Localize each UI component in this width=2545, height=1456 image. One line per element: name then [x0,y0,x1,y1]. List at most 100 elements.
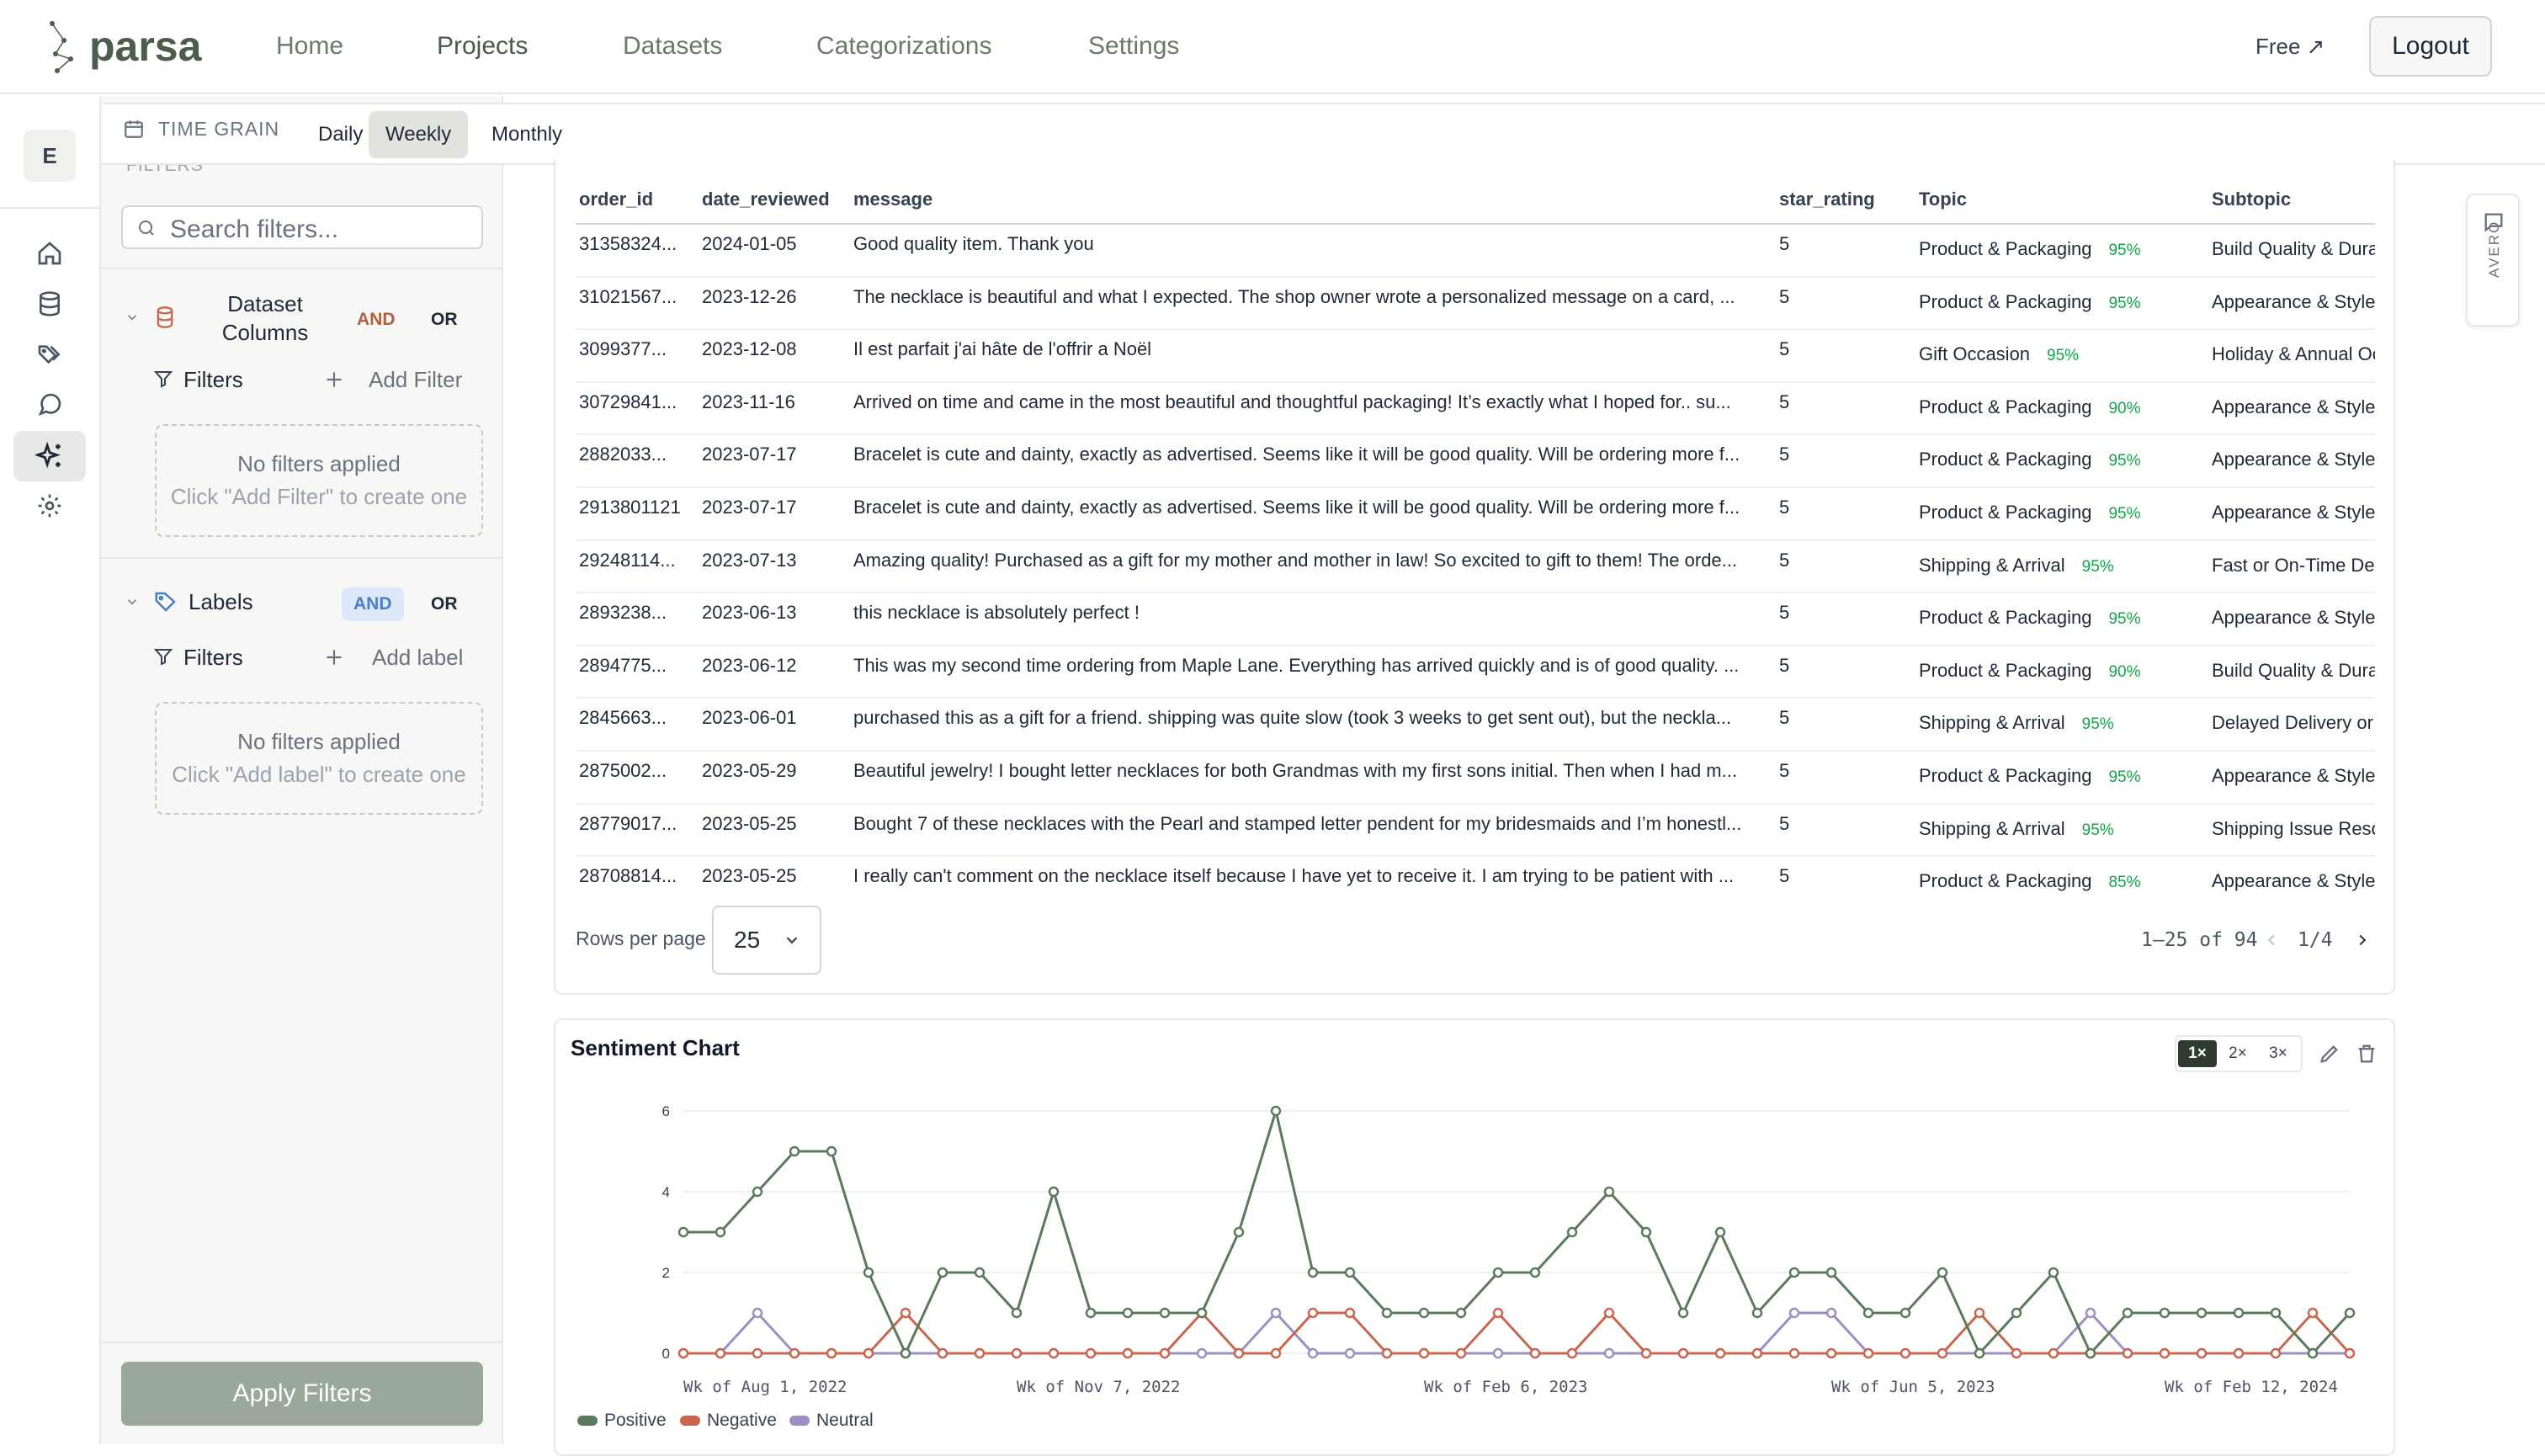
table-row[interactable]: 2893238... 2023-06-13 this necklace is abs… [576,592,2375,646]
nav-categorizations[interactable]: Categorizations [816,32,992,60]
data-point-negative [752,1347,763,1359]
plus-icon[interactable] [323,369,345,391]
column-header-star-rating[interactable]: star_rating [1776,160,1915,225]
gear-icon[interactable] [30,486,69,525]
message-cell: Amazing quality! Purchased as a gift for… [850,539,1776,594]
labels-filters-label: Filters [183,645,243,670]
database-icon[interactable] [30,284,69,323]
time-grain-daily[interactable]: Daily [318,123,364,146]
table-row[interactable]: 31358324... 2024-01-05 Good quality item. … [576,224,2375,278]
table-row[interactable]: 3099377... 2023-12-08 Il est parfait j'ai … [576,329,2375,383]
zoom-2x-button[interactable]: 2× [2229,1044,2247,1062]
search-input[interactable] [170,215,473,244]
column-header-subtopic[interactable]: Subtopic [2208,160,2375,225]
data-point-positive [1233,1226,1245,1238]
date-cell: 2023-05-29 [699,750,850,805]
table-row[interactable]: 30729841... 2023-11-16 Arrived on time and… [576,381,2375,436]
data-point-negative [1418,1347,1430,1359]
legend-neutral[interactable]: Neutral [789,1411,874,1431]
data-point-positive [1862,1307,1874,1319]
data-point-positive [826,1145,837,1157]
message-cell: This was my second time ordering from Ma… [850,645,1776,699]
data-point-neutral [1603,1347,1615,1359]
date-cell: 2023-07-17 [699,434,850,488]
zoom-3x-button[interactable]: 3× [2269,1044,2287,1062]
sparkles-icon[interactable] [13,431,86,481]
data-point-positive [789,1145,800,1157]
table-scroll-area[interactable]: order_id date_reviewed message star_rati… [576,160,2375,892]
filter-funnel-icon [153,371,173,388]
labels-empty-state: No filters applied Click "Add label" to … [155,702,483,815]
rows-per-page-select[interactable]: 25 [712,906,821,975]
table-row[interactable]: 29248114... 2023-07-13 Amazing quality! Pu… [576,539,2375,594]
nav-settings[interactable]: Settings [1088,32,1180,60]
plus-icon[interactable] [323,646,345,668]
column-header-topic[interactable]: Topic [1915,160,2208,225]
zoom-1x-button[interactable]: 1× [2178,1040,2217,1067]
table-row[interactable]: 2913801121 2023-07-17 Bracelet is cute and… [576,486,2375,541]
dataset-and-toggle[interactable]: AND [357,310,396,329]
app-logo[interactable]: parsa [89,23,202,70]
time-grain-weekly[interactable]: Weekly [369,111,469,158]
topic-cell: Product & Packaging 90% [1915,381,2208,436]
chat-icon[interactable] [30,385,69,424]
pencil-icon[interactable] [2318,1042,2341,1065]
topic-cell: Product & Packaging 95% [1915,750,2208,805]
subtopic-cell: Appearance & Style [2208,434,2375,488]
y-tick-label: 6 [662,1103,670,1119]
column-header-message[interactable]: message [850,160,1776,225]
chevron-down-icon[interactable] [125,310,140,325]
data-point-neutral [1307,1347,1319,1359]
data-point-positive [1159,1307,1171,1319]
data-point-negative [2048,1347,2059,1359]
subtopic-cell: Appearance & Style [2208,856,2375,892]
avero-side-tab[interactable]: AVERO [2466,194,2520,327]
column-header-order-id[interactable]: order_id [576,160,699,225]
chevron-right-icon[interactable] [2353,931,2372,949]
add-label-button[interactable]: Add label [372,645,464,670]
topic-label: Product & Packaging [1919,501,2092,523]
trash-icon[interactable] [2355,1042,2378,1065]
confidence-badge: 90% [2108,662,2141,681]
home-icon[interactable] [30,234,69,273]
chevron-left-icon[interactable] [2262,931,2281,949]
labels-or-toggle[interactable]: OR [431,594,458,614]
table-row[interactable]: 28779017... 2023-05-25 Bought 7 of these n… [576,803,2375,858]
legend-positive[interactable]: Positive [577,1411,667,1431]
message-cell: The necklace is beautiful and what I exp… [850,276,1776,331]
nav-home[interactable]: Home [276,32,344,60]
avatar[interactable]: E [24,130,76,182]
apply-filters-button[interactable]: Apply Filters [121,1362,483,1426]
table-row[interactable]: 2875002... 2023-05-29 Beautiful jewelry! I… [576,750,2375,805]
table-row[interactable]: 2882033... 2023-07-17 Bracelet is cute and… [576,434,2375,488]
legend-negative[interactable]: Negative [680,1411,777,1431]
data-point-positive [752,1186,763,1198]
tags-icon[interactable] [30,335,69,374]
panel-divider [101,268,502,269]
nav-projects[interactable]: Projects [437,32,529,60]
search-box[interactable] [121,205,483,249]
legend-label: Positive [604,1411,667,1430]
logout-button[interactable]: Logout [2369,16,2492,77]
sentiment-chart-card: Sentiment Chart 1× 2× 3× 0 2 4 6 Wk of Aug 1… [554,1018,2395,1456]
free-plan-link[interactable]: Free ↗ [2255,34,2325,59]
table-row[interactable]: 31021567... 2023-12-26 The necklace is bea… [576,276,2375,331]
dataset-or-toggle[interactable]: OR [431,310,458,329]
column-header-date-reviewed[interactable]: date_reviewed [699,160,850,225]
date-cell: 2023-07-13 [699,539,850,594]
table-row[interactable]: 2894775... 2023-06-12 This was my second t… [576,645,2375,699]
table-row[interactable]: 2845663... 2023-06-01 purchased this as a … [576,698,2375,752]
legend-label: Neutral [816,1411,874,1430]
data-point-positive [1307,1267,1319,1278]
topic-label: Product & Packaging [1919,764,2092,786]
chevron-down-icon[interactable] [125,594,140,609]
topic-cell: Product & Packaging 90% [1915,645,2208,699]
labels-and-toggle[interactable]: AND [342,587,404,621]
add-filter-button[interactable]: Add Filter [369,367,463,392]
data-point-positive [1122,1307,1134,1319]
time-grain-monthly[interactable]: Monthly [491,123,563,146]
panel-divider [101,557,502,559]
topic-label: Shipping & Arrival [1919,712,2065,734]
nav-datasets[interactable]: Datasets [623,32,723,60]
table-row[interactable]: 28708814... 2023-05-25 I really can't comm… [576,856,2375,892]
